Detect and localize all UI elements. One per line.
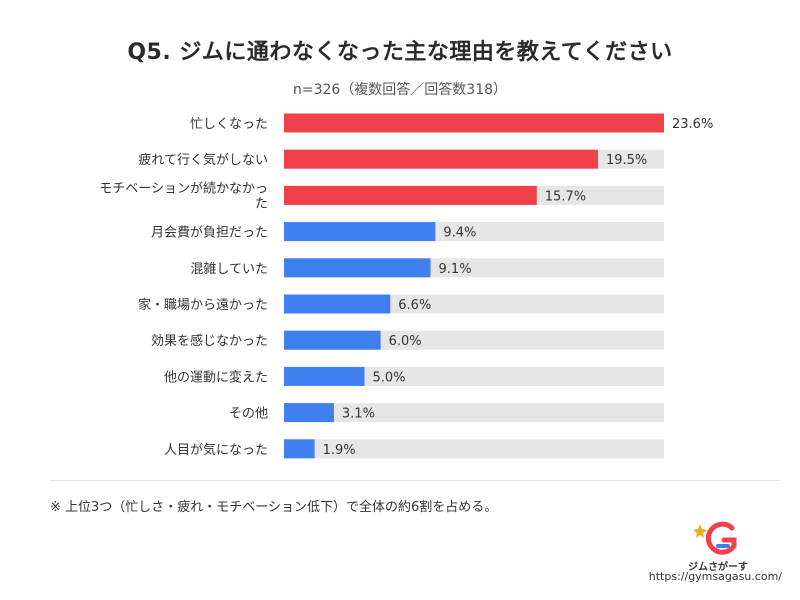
category-label: モチベーションが続かなかった xyxy=(99,181,268,211)
chart-subtitle: n=326（複数回答／回答数318） xyxy=(292,82,508,98)
data-label: 19.5% xyxy=(606,153,647,168)
gym-logo-icon xyxy=(693,521,737,555)
bar xyxy=(284,185,537,205)
category-label: 月会費が負担だった xyxy=(151,226,268,241)
data-label: 15.7% xyxy=(545,189,586,204)
data-label: 5.0% xyxy=(373,370,406,385)
bar xyxy=(284,439,315,459)
data-label: 3.1% xyxy=(342,407,375,422)
brand-url[interactable]: https://gymsagasu.com/ xyxy=(648,570,782,583)
category-label: 人目が気になった xyxy=(164,442,268,458)
bar-track xyxy=(284,403,664,423)
bar xyxy=(284,366,365,386)
bar xyxy=(284,258,431,278)
footnote: ※ 上位3つ（忙しさ・疲れ・モチベーション低下）で全体の約6割を占める。 xyxy=(50,500,498,515)
data-label: 9.4% xyxy=(443,226,476,241)
data-label: 6.0% xyxy=(389,334,422,349)
category-label: 家・職場から遠かった xyxy=(138,297,268,313)
bar xyxy=(284,294,391,314)
data-label: 23.6% xyxy=(672,117,713,132)
category-label: 混雑していた xyxy=(190,261,268,277)
divider xyxy=(50,480,780,481)
data-label: 6.6% xyxy=(398,298,431,313)
category-label: 忙しくなった xyxy=(190,117,268,132)
bar-chart: 忙しくなった 23.6% 疲れて行く気がしない 19.5% モチベーションが続かなかった… xyxy=(99,113,713,459)
data-label: 1.9% xyxy=(323,443,356,458)
bar xyxy=(284,403,334,423)
bar-track xyxy=(284,439,664,459)
data-label: 9.1% xyxy=(439,262,472,277)
category-label: その他 xyxy=(229,407,268,422)
category-label: 疲れて行く気がしない xyxy=(138,152,268,168)
bar xyxy=(284,113,664,133)
bar xyxy=(284,222,436,242)
category-label: 他の運動に変えた xyxy=(164,369,268,385)
brand-name: ジムさがーす xyxy=(688,562,748,573)
chart-title: Q5. ジムに通わなくなった主な理由を教えてください xyxy=(127,40,673,65)
bar xyxy=(284,149,598,169)
bar-track xyxy=(284,366,664,386)
bar xyxy=(284,330,381,350)
category-label: 効果を感じなかった xyxy=(151,333,268,349)
